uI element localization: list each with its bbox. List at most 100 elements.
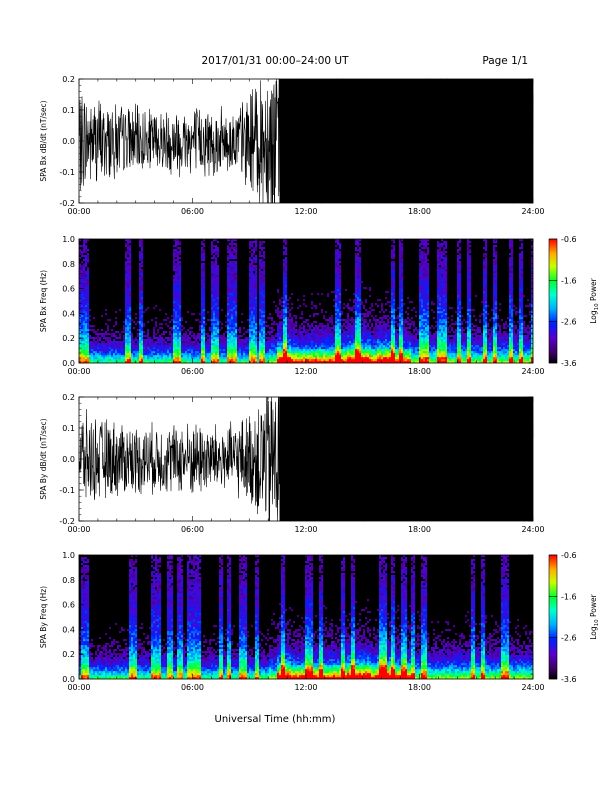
spectrogram-cell (313, 345, 316, 348)
spectrogram-cell (169, 339, 172, 342)
spectrogram-cell (329, 353, 332, 356)
spectrogram-cell (223, 337, 226, 340)
spectrogram-cell (165, 331, 168, 334)
spectrogram-cell (301, 343, 304, 346)
spectrogram-cell (249, 319, 252, 322)
spectrogram-cell (405, 327, 408, 330)
spectrogram-cell (357, 311, 360, 314)
spectrogram-cell (339, 319, 342, 322)
spectrogram-cell (103, 345, 106, 348)
spectrogram-cell (367, 341, 370, 344)
spectrogram-cell (279, 343, 282, 346)
spectrogram-cell (87, 339, 90, 342)
spectrogram-cell (105, 347, 108, 350)
spectrogram-cell (369, 313, 372, 316)
spectrogram-cell (213, 269, 216, 272)
spectrogram-cell (89, 355, 92, 358)
spectrogram-cell (221, 323, 224, 326)
spectrogram-cell (285, 309, 288, 312)
spectrogram-cell (211, 243, 214, 246)
spectrogram-cell (301, 359, 304, 362)
spectrogram-cell (229, 273, 232, 276)
spectrogram-cell (359, 359, 362, 362)
spectrogram-cell (393, 353, 396, 356)
spectrogram-cell (259, 311, 262, 314)
spectrogram-cell (127, 247, 130, 250)
spectrogram-cell (123, 331, 126, 334)
spectrogram-cell (173, 297, 176, 300)
spectrogram-cell (231, 271, 234, 274)
spectrogram-cell (203, 327, 206, 330)
spectrogram-cell (373, 343, 376, 346)
spectrogram-cell (233, 347, 236, 350)
spectrogram-cell (213, 321, 216, 324)
spectrogram-cell (349, 359, 352, 362)
spectrogram-cell (81, 361, 84, 364)
spectrogram-cell (239, 327, 242, 330)
spectrogram-cell (127, 251, 130, 254)
spectrogram-cell (363, 349, 366, 352)
spectrogram-cell (229, 357, 232, 360)
spectrogram-cell (363, 313, 366, 316)
spectrogram-cell (361, 345, 364, 348)
spectrogram-cell (127, 263, 130, 266)
spectrogram-cell (85, 297, 88, 300)
spectrogram-cell (261, 283, 264, 286)
spectrogram-cell (399, 277, 402, 280)
spectrogram-cell (327, 341, 330, 344)
spectrogram-cell (147, 339, 150, 342)
spectrogram-cell (127, 357, 130, 360)
spectrogram-cell (159, 351, 162, 354)
spectrogram-cell (209, 319, 212, 322)
spectrogram-cell (317, 353, 320, 356)
spectrogram-cell (401, 357, 404, 360)
spectrogram-cell (81, 357, 84, 360)
spectrogram-cell (299, 331, 302, 334)
spectrogram-cell (253, 265, 256, 268)
spectrogram-cell (239, 343, 242, 346)
spectrogram-cell (297, 307, 300, 310)
spectrogram-cell (211, 331, 214, 334)
spectrogram-cell (87, 309, 90, 312)
spectrogram-cell (329, 341, 332, 344)
spectrogram-cell (87, 287, 90, 290)
spectrogram-cell (81, 281, 84, 284)
spectrogram-cell (81, 345, 84, 348)
waveform-saturated-region (279, 79, 533, 203)
spectrogram-cell (251, 273, 254, 276)
spectrogram-cell (173, 289, 176, 292)
spectrogram-cell (387, 321, 390, 324)
spectrogram-cell (335, 275, 338, 278)
spectrogram-cell (155, 359, 158, 362)
spectrogram-cell (357, 239, 360, 242)
spectrogram-cell (355, 283, 358, 286)
spectrogram-cell (107, 339, 110, 342)
spectrogram-cell (207, 349, 210, 352)
spectrogram-cell (177, 295, 180, 298)
spectrogram-cell (367, 347, 370, 350)
spectrogram-cell (181, 349, 184, 352)
spectrogram-cell (331, 337, 334, 340)
spectrogram-cell (125, 289, 128, 292)
spectrogram-cell (103, 351, 106, 354)
spectrogram-cell (259, 259, 262, 262)
spectrogram-cell (313, 339, 316, 342)
spectrogram-cell (203, 315, 206, 318)
spectrogram-cell (329, 321, 332, 324)
spectrogram-cell (141, 343, 144, 346)
spectrogram-cell (87, 269, 90, 272)
spectrogram-cell (285, 259, 288, 262)
spectrogram-cell (261, 273, 264, 276)
spectrogram-cell (241, 353, 244, 356)
spectrogram-cell (111, 353, 114, 356)
spectrogram-cell (201, 249, 204, 252)
spectrogram-cell (355, 319, 358, 322)
spectrogram-cell (213, 313, 216, 316)
spectrogram-cell (309, 325, 312, 328)
spectrogram-cell (213, 357, 216, 360)
spectrogram-cell (129, 329, 132, 332)
spectrogram-cell (359, 283, 362, 286)
spectrogram-cell (215, 283, 218, 286)
spectrogram-cell (357, 299, 360, 302)
spectrogram-cell (141, 301, 144, 304)
